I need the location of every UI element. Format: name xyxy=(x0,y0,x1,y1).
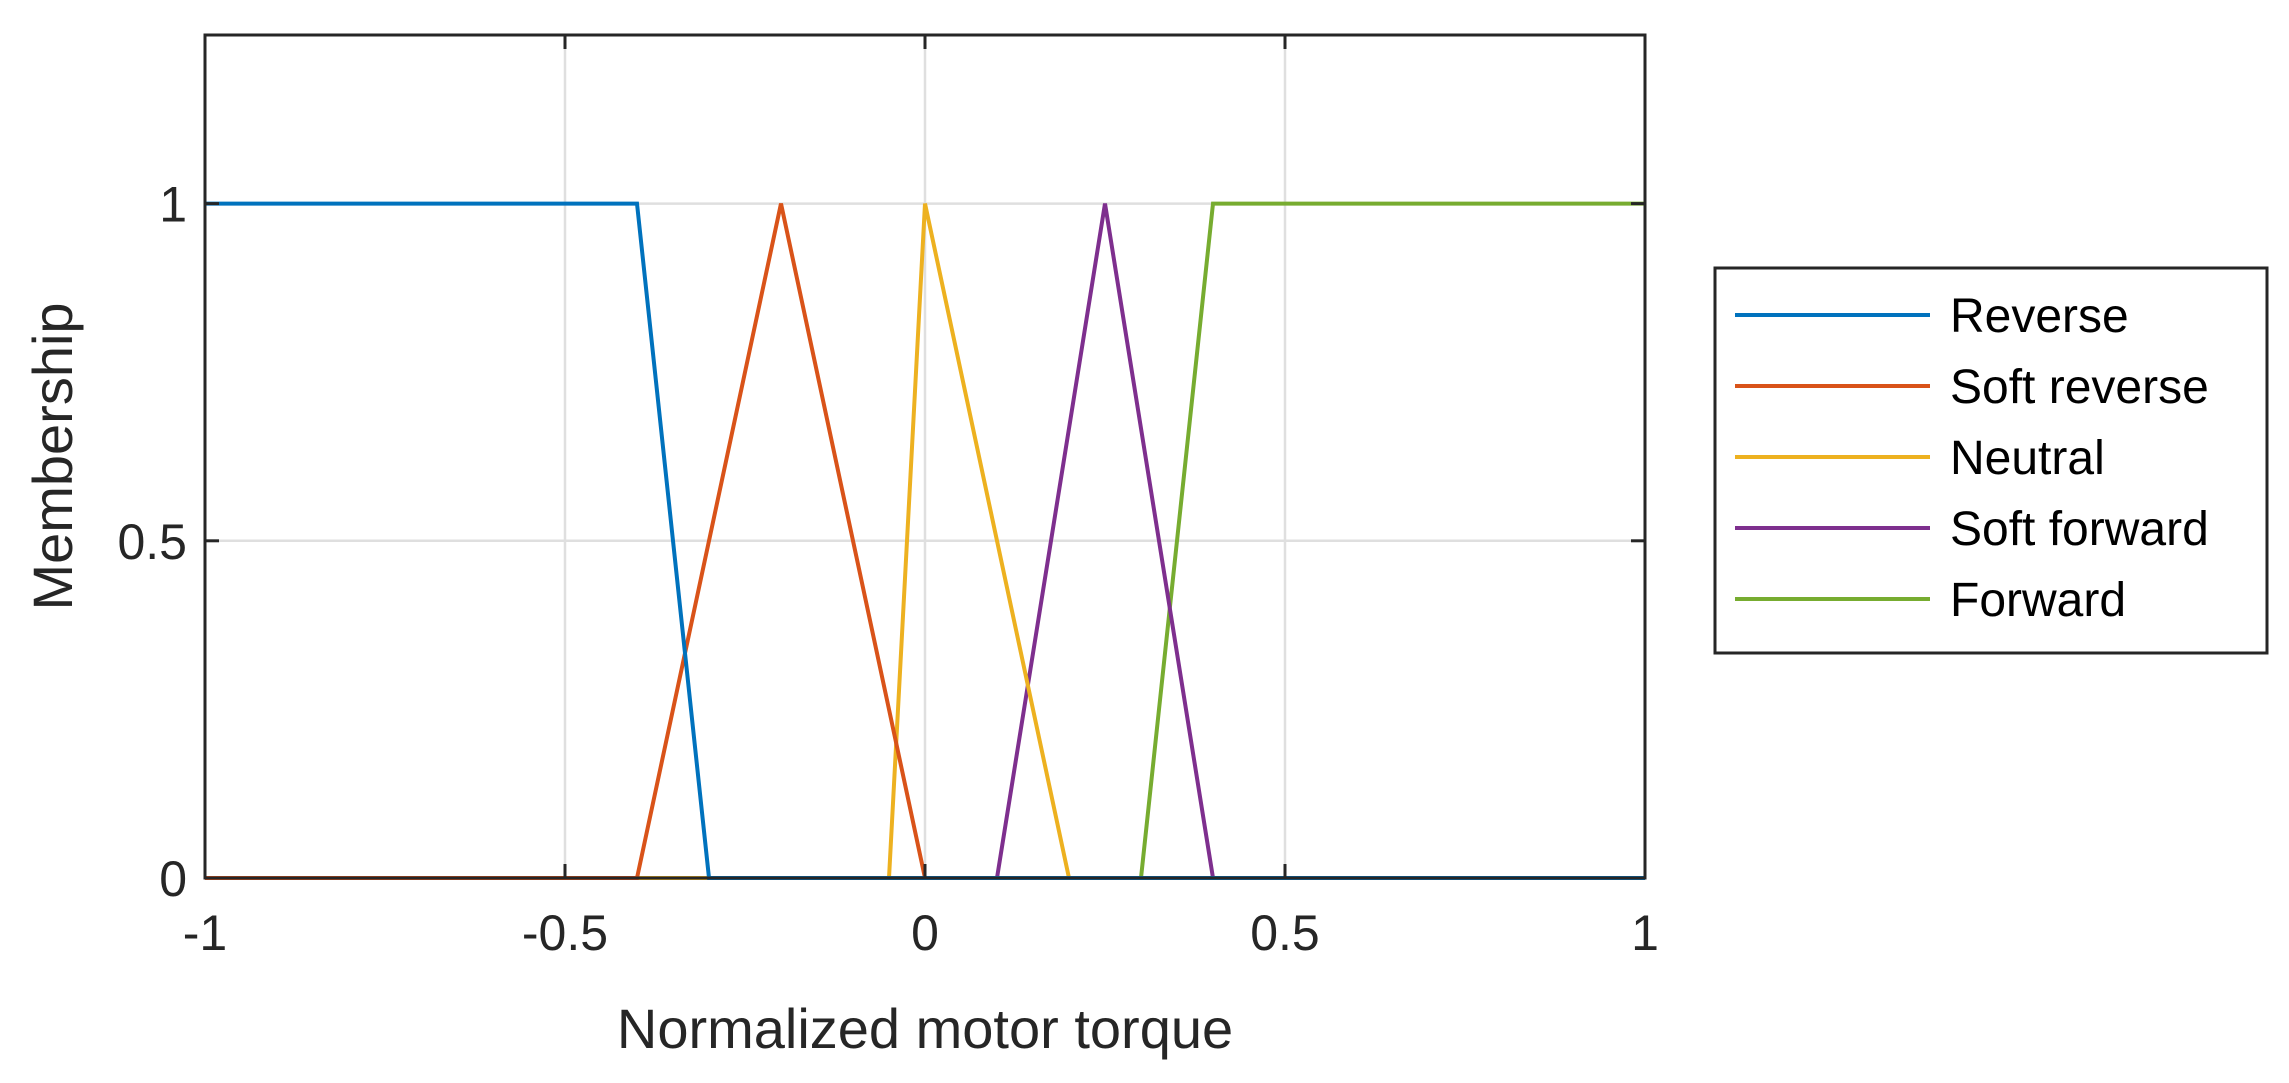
x-tick-label: 0.5 xyxy=(1250,905,1320,961)
legend-label-soft-reverse: Soft reverse xyxy=(1950,361,2209,414)
y-axis-label: Membership xyxy=(21,302,84,610)
legend-label-soft-forward: Soft forward xyxy=(1950,503,2209,556)
legend-label-neutral: Neutral xyxy=(1950,432,2105,485)
x-tick-label: -1 xyxy=(183,905,227,961)
x-axis-label: Normalized motor torque xyxy=(617,997,1233,1060)
x-tick-label: 0 xyxy=(911,905,939,961)
x-tick-label: 1 xyxy=(1631,905,1659,961)
legend-label-forward: Forward xyxy=(1950,574,2126,627)
y-tick-label: 0.5 xyxy=(117,514,187,570)
legend-box xyxy=(1713,266,2269,655)
legend-label-reverse: Reverse xyxy=(1950,290,2129,343)
y-tick-label: 0 xyxy=(159,851,187,907)
legend: Reverse Soft reverse Neutral Soft forward Fo… xyxy=(1713,266,2269,655)
axis-ticks: -1 -0.5 0 0.5 1 0 0.5 1 xyxy=(117,35,1659,961)
x-tick-label: -0.5 xyxy=(522,905,608,961)
y-tick-label: 1 xyxy=(159,177,187,233)
legend-items: Reverse Soft reverse Neutral Soft forward Fo… xyxy=(1735,290,2209,627)
